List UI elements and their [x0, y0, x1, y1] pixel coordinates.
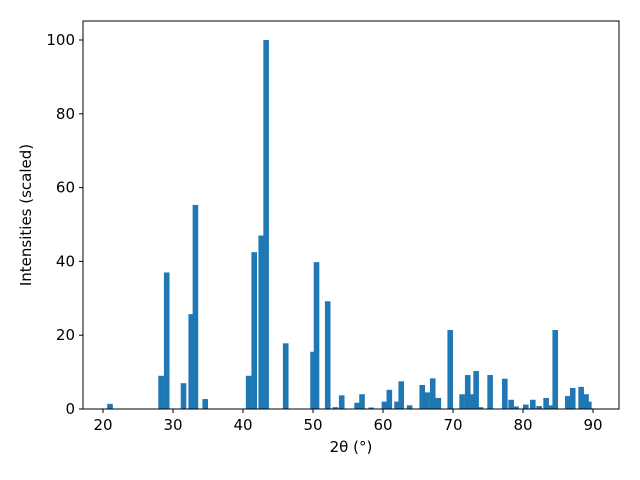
bar	[447, 330, 454, 409]
bar	[508, 399, 514, 409]
bar	[473, 370, 479, 409]
bar	[536, 406, 542, 409]
bar	[324, 301, 331, 409]
y-tick-label: 100	[46, 31, 75, 49]
bar	[429, 378, 436, 409]
bar	[469, 394, 476, 409]
bar	[381, 401, 388, 409]
x-tick-label: 50	[303, 416, 322, 434]
bar	[180, 383, 187, 409]
bar	[251, 252, 258, 409]
bar	[163, 272, 170, 409]
bar	[523, 404, 529, 409]
bar	[552, 330, 559, 409]
bar	[543, 397, 549, 409]
bar	[513, 406, 519, 409]
bar	[464, 375, 471, 409]
bar	[435, 397, 442, 409]
bar	[578, 386, 584, 409]
x-tick-label: 30	[163, 416, 182, 434]
bar	[548, 405, 555, 409]
y-tick-label: 80	[56, 105, 75, 123]
y-tick-label: 40	[56, 252, 75, 270]
bar	[586, 401, 592, 409]
bar	[565, 396, 571, 409]
bar	[359, 394, 365, 409]
bar	[107, 403, 113, 409]
bar	[419, 385, 426, 409]
bar	[158, 375, 164, 409]
y-axis-label: Intensities (scaled)	[17, 144, 35, 286]
bar	[258, 235, 265, 409]
x-tick-label: 80	[513, 416, 532, 434]
bar	[459, 394, 465, 409]
bar	[332, 407, 339, 409]
bar	[263, 40, 269, 410]
bar	[530, 399, 536, 409]
bar	[354, 402, 360, 409]
bar	[398, 381, 405, 409]
bar	[338, 395, 345, 409]
bar	[245, 375, 252, 409]
bar	[394, 401, 400, 409]
bar	[487, 375, 493, 409]
bar	[569, 387, 576, 409]
bar	[188, 314, 195, 409]
bar	[368, 407, 374, 409]
bar	[313, 262, 320, 409]
bar	[477, 407, 484, 409]
bar	[386, 389, 393, 409]
x-tick-label: 40	[233, 416, 252, 434]
plot-frame	[82, 20, 620, 410]
bar	[282, 343, 289, 409]
y-tick-label: 0	[65, 400, 75, 418]
x-tick-label: 70	[443, 416, 462, 434]
bar	[406, 405, 413, 409]
x-tick-label: 60	[373, 416, 392, 434]
bar	[424, 392, 430, 409]
y-tick-label: 60	[56, 179, 75, 197]
bar	[502, 378, 508, 409]
x-tick-label: 90	[583, 416, 602, 434]
y-tick-label: 20	[56, 326, 75, 344]
bar	[310, 351, 316, 409]
bar	[192, 204, 199, 409]
x-axis-label: 2θ (°)	[330, 438, 373, 456]
bar	[202, 399, 209, 409]
x-tick-label: 20	[93, 416, 112, 434]
